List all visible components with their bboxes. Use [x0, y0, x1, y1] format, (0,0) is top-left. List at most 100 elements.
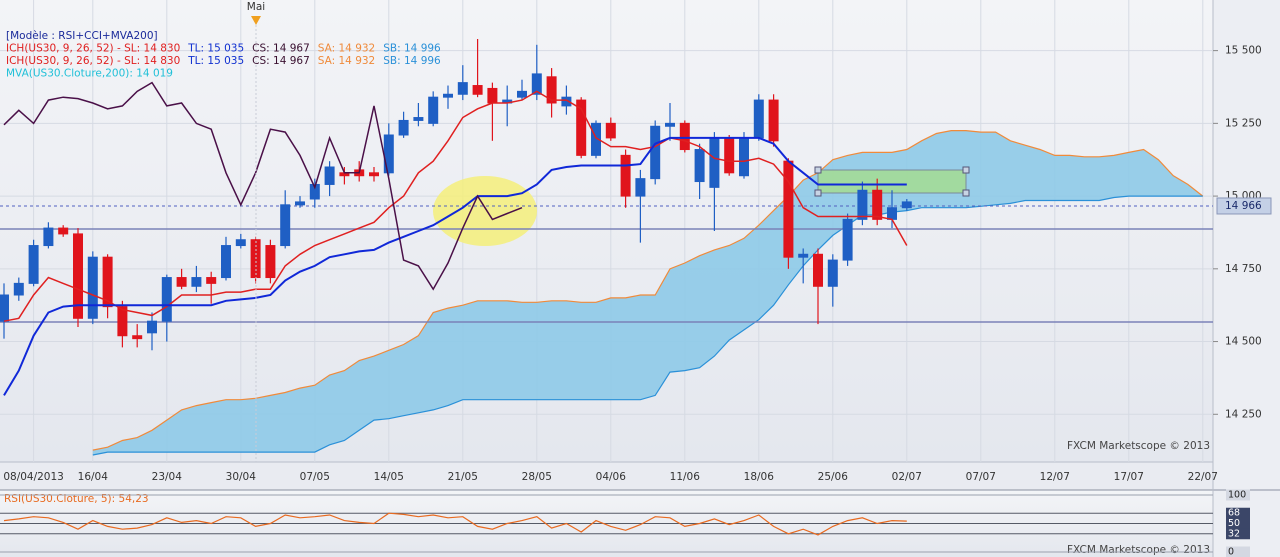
- highlight-box: [817, 169, 967, 194]
- candle-body: [117, 306, 128, 337]
- series: [0, 38, 1213, 396]
- candle-body: [28, 245, 39, 284]
- legend-item: MVA(US30.Cloture,200): 14 019: [6, 68, 173, 80]
- candle-body: [813, 253, 823, 287]
- candle-body: [87, 256, 98, 319]
- legend-row: MVA(US30.Cloture,200): 14 019: [6, 68, 173, 80]
- tick-box: [1226, 546, 1250, 557]
- x-axis-band: [0, 462, 1213, 490]
- x-tick-label: 16/04: [78, 471, 109, 483]
- candle-body: [206, 277, 217, 284]
- y-tick-label: 14 750: [1225, 263, 1262, 275]
- candle-body: [679, 122, 690, 151]
- legend-item: SA: 14 932: [318, 43, 375, 55]
- handle: [962, 189, 970, 197]
- x-tick-label: 07/05: [300, 471, 330, 483]
- indicator-line: [3, 136, 907, 396]
- x-tick-label: 02/07: [892, 471, 922, 483]
- x-tick-label: 30/04: [226, 471, 257, 483]
- candle-body: [827, 259, 838, 287]
- legend-item: CS: 14 967: [252, 43, 310, 55]
- candle-body: [13, 282, 24, 296]
- candle-body: [576, 99, 587, 156]
- legend: [Modèle : RSI+CCI+MVA200]ICH(US30, 9, 26…: [6, 30, 441, 80]
- candle-body: [369, 172, 379, 177]
- y-tick-label: 15 250: [1225, 117, 1262, 129]
- candle-body: [280, 204, 291, 247]
- legend-item: CS: 14 967: [252, 55, 310, 67]
- candle-body: [605, 122, 616, 139]
- candle-body: [161, 277, 172, 322]
- candle-body: [221, 245, 231, 279]
- month-label: Mai: [247, 1, 265, 13]
- y-tick-label: 0: [1228, 547, 1234, 557]
- candle-body: [783, 160, 794, 258]
- tick-box: [1226, 518, 1250, 529]
- legend-item: ICH(US30, 9, 26, 52) - SL: 14 830: [6, 43, 180, 55]
- candle-body: [132, 335, 143, 340]
- cloud: [92, 130, 1204, 456]
- highlight-ellipse: [433, 176, 537, 246]
- candle-body: [102, 256, 113, 308]
- candle-body: [0, 294, 9, 322]
- candle-body: [620, 154, 631, 197]
- candle-body: [724, 137, 735, 174]
- legend-item: TL: 15 035: [187, 43, 244, 55]
- last-price-box: [1216, 197, 1272, 215]
- x-tick-label: 12/07: [1040, 471, 1070, 483]
- y-tick-label: 100: [1228, 490, 1246, 501]
- handle: [962, 166, 970, 174]
- legend-item: SB: 14 996: [383, 43, 441, 55]
- y-tick-label: 15 500: [1225, 45, 1262, 57]
- candle-body: [709, 137, 720, 188]
- tick-box: [1226, 489, 1250, 501]
- candle-body: [650, 125, 661, 180]
- x-tick-label: 25/06: [818, 471, 849, 483]
- candle-body: [546, 76, 557, 104]
- x-tick-label: 21/05: [448, 471, 478, 483]
- legend-row: ICH(US30, 9, 26, 52) - SL: 14 830 TL: 15 …: [6, 55, 441, 67]
- x-tick-label: 18/06: [744, 471, 775, 483]
- candle-body: [398, 119, 409, 136]
- handle: [814, 189, 822, 197]
- candle-body: [517, 90, 527, 98]
- candle-body: [635, 178, 646, 197]
- legend-item: SA: 14 932: [318, 55, 375, 67]
- candle-body: [694, 149, 705, 183]
- candle-body: [324, 166, 335, 185]
- candle-body: [665, 122, 675, 127]
- indicator-line: [3, 81, 523, 291]
- y-tick-label: 32: [1228, 528, 1240, 539]
- candle-body: [383, 134, 394, 174]
- month-marker: [251, 16, 261, 25]
- handle: [814, 166, 822, 174]
- candle-body: [309, 183, 320, 200]
- watermark: FXCM Marketscope © 2013: [1067, 440, 1210, 452]
- candle-body: [265, 245, 276, 279]
- candle-body: [147, 320, 157, 334]
- candle-body: [191, 277, 202, 287]
- candle-body: [591, 122, 601, 156]
- candle-body: [295, 201, 305, 206]
- candle-body: [73, 233, 83, 319]
- candle-body: [428, 96, 439, 124]
- candle-body: [887, 207, 897, 220]
- candle-body: [857, 189, 868, 220]
- cloud-area: [92, 130, 1203, 456]
- cloud-edge: [92, 130, 1204, 451]
- tick-box: [1226, 528, 1250, 540]
- candle-body: [872, 189, 883, 220]
- x-tick-label: 14/05: [374, 471, 404, 483]
- legend-item: ICH(US30, 9, 26, 52) - SL: 14 830: [6, 55, 180, 67]
- candle-body: [235, 239, 246, 247]
- legend-item: SB: 14 996: [383, 55, 441, 67]
- candle-body: [43, 227, 54, 247]
- legend-item: TL: 15 035: [187, 55, 244, 67]
- y-tick-label: 14 500: [1225, 336, 1262, 348]
- candle-body: [58, 227, 69, 235]
- candle-body: [768, 99, 779, 142]
- x-tick-label: 08/04/2013: [3, 471, 64, 483]
- legend-row: ICH(US30, 9, 26, 52) - SL: 14 830 TL: 15 …: [6, 43, 441, 55]
- candle-body: [739, 137, 749, 177]
